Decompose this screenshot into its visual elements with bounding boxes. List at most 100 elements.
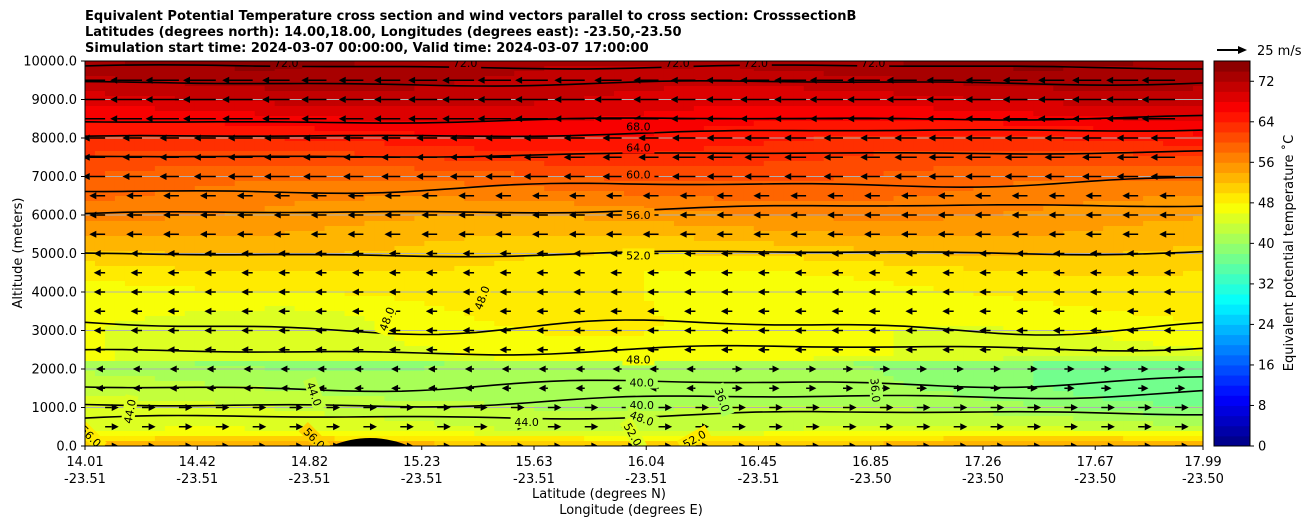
fill-cell <box>773 266 785 272</box>
fill-cell <box>594 111 605 117</box>
fill-cell <box>354 106 366 112</box>
fill-cell <box>514 166 525 172</box>
fill-cell <box>294 106 306 112</box>
fill-cell <box>783 236 795 242</box>
fill-cell <box>683 86 695 92</box>
fill-cell <box>344 271 356 277</box>
fill-cell <box>474 136 485 142</box>
fill-cell <box>833 226 845 232</box>
fill-cell <box>284 136 296 142</box>
fill-cell <box>873 196 885 202</box>
fill-cell <box>1003 266 1014 272</box>
fill-cell <box>713 111 725 117</box>
fill-cell <box>873 81 885 87</box>
fill-cell <box>1003 176 1014 182</box>
fill-cell <box>983 206 994 212</box>
fill-cell <box>823 171 835 177</box>
fill-cell <box>1193 171 1203 177</box>
fill-cell <box>1143 86 1154 92</box>
fill-cell <box>144 196 156 202</box>
fill-cell <box>314 171 326 177</box>
fill-cell <box>1073 66 1084 72</box>
fill-cell <box>723 101 735 107</box>
fill-cell <box>384 246 396 252</box>
fill-cell <box>1103 91 1114 97</box>
fill-cell <box>394 236 406 242</box>
fill-cell <box>953 211 965 217</box>
fill-cell <box>803 186 815 192</box>
fill-cell <box>114 246 126 252</box>
fill-cell <box>404 106 416 112</box>
fill-cell <box>853 131 865 137</box>
fill-cell <box>254 261 266 267</box>
fill-cell <box>554 201 565 207</box>
fill-cell <box>104 206 116 212</box>
fill-cell <box>264 276 276 282</box>
fill-cell <box>763 111 775 117</box>
fill-cell <box>604 71 615 77</box>
fill-cell <box>1033 266 1044 272</box>
fill-cell <box>963 186 975 192</box>
fill-cell <box>853 106 865 112</box>
fill-cell <box>1073 276 1084 282</box>
fill-cell <box>294 176 306 182</box>
fill-cell <box>833 106 845 112</box>
fill-cell <box>1053 76 1064 82</box>
fill-cell <box>683 186 695 192</box>
fill-cell <box>334 181 346 187</box>
fill-cell <box>1133 151 1144 157</box>
fill-cell <box>1173 86 1184 92</box>
fill-cell <box>244 161 256 167</box>
fill-cell <box>863 161 875 167</box>
fill-cell <box>574 71 585 77</box>
fill-cell <box>364 176 376 182</box>
fill-cell <box>154 191 166 197</box>
fill-cell <box>1183 256 1194 262</box>
fill-cell <box>384 151 396 157</box>
fill-cell <box>1163 146 1174 152</box>
fill-cell <box>853 276 865 282</box>
fill-cell <box>274 216 286 222</box>
fill-cell <box>364 221 376 227</box>
fill-cell <box>464 91 475 97</box>
fill-cell <box>434 161 445 167</box>
fill-cell <box>693 201 705 207</box>
fill-cell <box>484 261 495 267</box>
fill-cell <box>893 221 905 227</box>
fill-cell <box>953 226 965 232</box>
fill-cell <box>244 86 256 92</box>
fill-cell <box>364 66 376 72</box>
fill-cell <box>713 171 725 177</box>
fill-cell <box>1043 236 1054 242</box>
fill-cell <box>993 156 1004 162</box>
fill-cell <box>494 131 505 137</box>
fill-cell <box>554 61 565 67</box>
fill-cell <box>294 76 306 82</box>
fill-cell <box>983 141 994 147</box>
fill-cell <box>504 146 515 152</box>
fill-cell <box>214 111 226 117</box>
fill-cell <box>693 181 705 187</box>
fill-cell <box>94 206 106 212</box>
fill-cell <box>254 216 266 222</box>
fill-cell <box>85 216 96 222</box>
fill-cell <box>903 66 915 72</box>
fill-cell <box>923 176 935 182</box>
fill-cell <box>1193 86 1203 92</box>
fill-cell <box>254 111 266 117</box>
fill-cell <box>454 76 465 82</box>
fill-cell <box>1183 86 1194 92</box>
fill-cell <box>773 241 785 247</box>
fill-cell <box>923 121 935 127</box>
fill-cell <box>843 231 855 237</box>
fill-cell <box>544 281 555 287</box>
fill-cell <box>833 121 845 127</box>
fill-cell <box>883 266 895 272</box>
fill-cell <box>494 136 505 142</box>
fill-cell <box>474 101 485 107</box>
fill-cell <box>274 76 286 82</box>
fill-cell <box>803 231 815 237</box>
fill-cell <box>384 101 396 107</box>
fill-cell <box>204 91 216 97</box>
fill-cell <box>85 136 96 142</box>
